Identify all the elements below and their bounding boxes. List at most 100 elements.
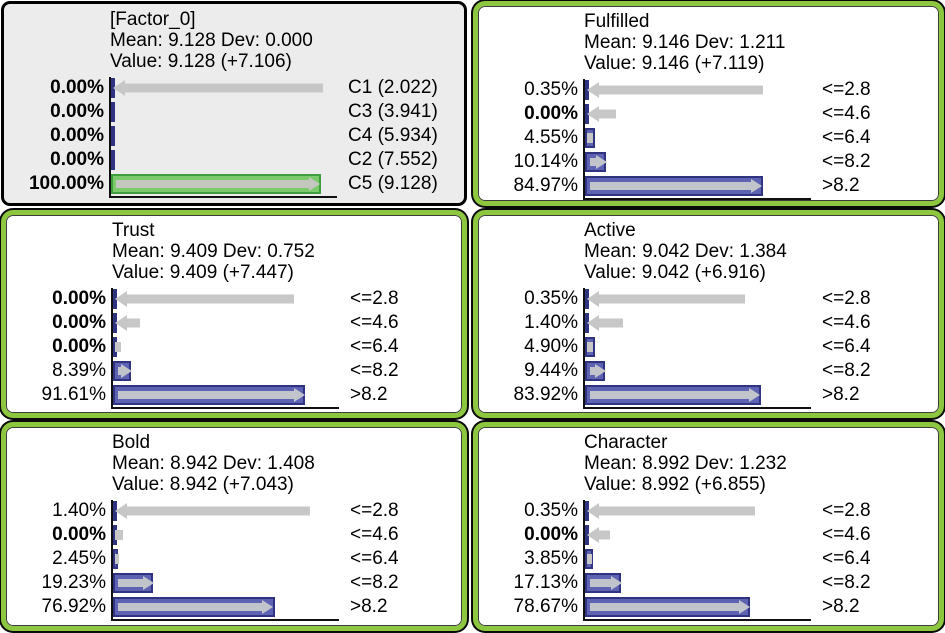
monitor-fulfilled[interactable]: Fulfilled Mean: 9.146 Dev: 1.211 Value: … [473,1,944,206]
baseline [111,407,339,409]
state-row[interactable]: 0.00% C2 (7.552) [8,148,460,172]
bar-track [112,311,342,335]
value-line: Value: 8.942 (+7.043) [112,474,294,495]
state-row[interactable]: 1.40% <=2.8 [10,499,462,523]
increase-arrow-body [118,367,121,375]
state-label: >8.2 [822,175,860,196]
state-row[interactable]: 9.44% <=8.2 [482,359,934,383]
state-row[interactable]: 0.00% <=4.6 [482,523,934,547]
state-row[interactable]: 76.92% >8.2 [10,595,462,619]
monitor-factor-0[interactable]: [Factor_0] Mean: 9.128 Dev: 0.000 Value:… [1,1,467,206]
increase-arrow-icon [738,600,750,614]
monitor-bold[interactable]: Bold Mean: 8.942 Dev: 1.408 Value: 8.942… [1,422,467,631]
state-row[interactable]: 4.55% <=6.4 [482,126,934,150]
monitor-trust[interactable]: Trust Mean: 9.409 Dev: 0.752 Value: 9.40… [1,210,467,418]
state-row[interactable]: 2.45% <=6.4 [10,547,462,571]
probability-label: 10.14% [513,151,578,172]
monitor-character[interactable]: Character Mean: 8.992 Dev: 1.232 Value: … [473,422,944,631]
state-row[interactable]: 91.61% >8.2 [10,383,462,407]
state-row[interactable]: 8.39% <=8.2 [10,359,462,383]
probability-label: 0.00% [50,77,104,98]
state-row[interactable]: 19.23% <=8.2 [10,571,462,595]
distribution-chart: 1.40% <=2.8 0.00% <=4.6 2.45% <=6.4 19.23% <=8.… [10,499,462,623]
state-row[interactable]: 0.00% <=2.8 [10,287,462,311]
probability-label: 84.97% [513,175,578,196]
decrease-arrow-body [598,109,617,119]
monitor-active[interactable]: Active Mean: 9.042 Dev: 1.384 Value: 9.0… [473,210,944,418]
value-line: Value: 9.128 (+7.106) [110,51,292,72]
bar-track [584,335,814,359]
state-label: <=6.4 [350,336,399,357]
state-label: <=6.4 [822,127,871,148]
baseline [583,407,811,409]
bar-track [584,571,814,595]
bar-track [112,359,342,383]
increase-arrow-body [590,182,752,190]
distribution-chart: 0.00% <=2.8 0.00% <=4.6 0.00% <=6.4 8.39% <=8.2… [10,287,462,411]
state-row[interactable]: 100.00% C5 (9.128) [8,172,460,196]
mean-dev-line: Mean: 8.942 Dev: 1.408 [112,453,315,474]
bar-track [584,499,814,523]
baseline [109,196,337,198]
state-row[interactable]: 0.00% <=6.4 [10,335,462,359]
state-row[interactable]: 0.35% <=2.8 [482,499,934,523]
state-row[interactable]: 17.13% <=8.2 [482,571,934,595]
state-row[interactable]: 0.00% C4 (5.934) [8,124,460,148]
bar-track [584,102,814,126]
state-label: <=2.8 [822,500,871,521]
probability-label: 0.00% [52,336,106,357]
state-row[interactable]: 0.35% <=2.8 [482,287,934,311]
state-row[interactable]: 0.00% C3 (3.941) [8,100,460,124]
decrease-arrow-body [598,85,764,95]
state-row[interactable]: 0.00% <=4.6 [10,311,462,335]
bar-track [584,126,814,150]
probability-bar [585,152,608,172]
state-label: <=6.4 [822,336,871,357]
decrease-arrow-icon [587,291,599,307]
bar-track [112,523,342,547]
node-title: Fulfilled [584,11,650,32]
state-row[interactable]: 0.00% C1 (2.022) [8,76,460,100]
node-title: Character [584,432,668,453]
state-label: <=4.6 [350,524,399,545]
state-row[interactable]: 0.35% <=2.8 [482,78,934,102]
decrease-arrow-body [126,506,311,516]
bar-track [584,595,814,619]
decrease-arrow-body [126,318,141,328]
state-row[interactable]: 1.40% <=4.6 [482,311,934,335]
increase-arrow-icon [262,600,274,614]
probability-bar [585,573,622,593]
state-row[interactable]: 0.00% <=4.6 [482,102,934,126]
decrease-arrow-icon [587,106,599,122]
probability-bar [113,597,275,617]
bar-track [110,100,340,124]
distribution-chart: 0.35% <=2.8 1.40% <=4.6 4.90% <=6.4 9.44% <=8.2… [482,287,934,411]
increase-arrow-body [590,579,611,587]
probability-label: 17.13% [513,572,578,593]
bar-track [584,287,814,311]
monitor-header: Active Mean: 9.042 Dev: 1.384 Value: 9.0… [584,220,787,283]
state-row[interactable]: 3.85% <=6.4 [482,547,934,571]
probability-label: 0.00% [524,103,578,124]
probability-bar [111,150,115,170]
increase-arrow-body [118,603,263,611]
change-stub-icon [587,133,594,143]
increase-arrow-body [590,158,597,166]
value-line: Value: 9.042 (+6.916) [584,262,766,283]
state-row[interactable]: 83.92% >8.2 [482,383,934,407]
increase-arrow-icon [751,179,763,193]
decrease-arrow-icon [115,291,127,307]
state-label: >8.2 [350,384,388,405]
axis-line [111,500,113,621]
probability-label: 0.00% [50,125,104,146]
probability-bar [113,573,154,593]
state-row[interactable]: 84.97% >8.2 [482,174,934,198]
state-row[interactable]: 10.14% <=8.2 [482,150,934,174]
increase-arrow-icon [749,388,761,402]
state-row[interactable]: 0.00% <=4.6 [10,523,462,547]
probability-label: 8.39% [52,360,106,381]
state-row[interactable]: 78.67% >8.2 [482,595,934,619]
probability-label: 83.92% [513,384,578,405]
monitor-header: [Factor_0] Mean: 9.128 Dev: 0.000 Value:… [110,9,313,72]
state-row[interactable]: 4.90% <=6.4 [482,335,934,359]
